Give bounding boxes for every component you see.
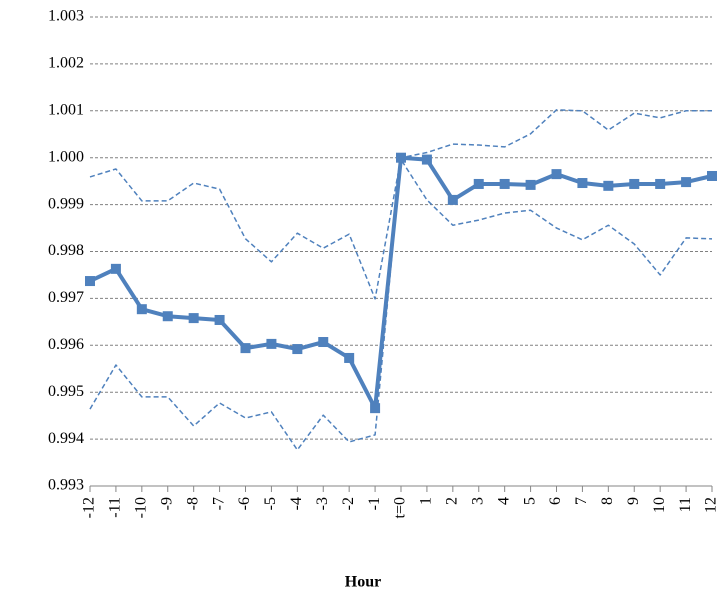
point-marker [370, 403, 381, 414]
point-marker [421, 154, 432, 165]
y-tick-label: 1.003 [48, 8, 84, 25]
x-tick-label: 8 [599, 497, 616, 505]
x-tick-label: 2 [444, 497, 461, 505]
y-tick-label: 0.995 [48, 383, 84, 400]
point-marker [681, 177, 692, 188]
point-marker [396, 152, 406, 163]
x-tick-label: 12 [703, 497, 720, 513]
point-marker [136, 304, 147, 315]
point-marker [292, 344, 303, 355]
x-tick-label: 4 [495, 497, 512, 505]
x-tick-label: 3 [469, 497, 486, 505]
series-line [89, 155, 713, 411]
y-tick-label: 0.998 [48, 242, 84, 259]
x-tick-label: 1 [418, 497, 435, 505]
y-tick-label: 0.999 [48, 195, 84, 212]
point-marker [85, 276, 95, 287]
x-tick-label: -7 [210, 497, 227, 510]
x-tick-label: -4 [288, 497, 305, 510]
x-tick-label: -9 [158, 497, 175, 510]
point-marker [499, 178, 510, 189]
point-marker [707, 170, 717, 181]
y-tick-label: 0.996 [48, 336, 84, 353]
point-marker [655, 178, 666, 189]
x-tick-label: -12 [81, 497, 98, 518]
x-axis-title: Hour [345, 574, 381, 591]
point-marker [603, 180, 614, 191]
point-marker [266, 338, 277, 349]
y-tick-label: 1.001 [48, 101, 84, 118]
y-tick-label: 0.994 [48, 430, 84, 447]
point-marker [188, 313, 199, 324]
x-tick-label: -1 [366, 497, 383, 510]
x-tick-label: -11 [107, 497, 124, 518]
point-marker [551, 169, 562, 180]
x-tick-label: 9 [625, 497, 642, 505]
x-tick-label: -10 [133, 497, 150, 518]
point-marker [473, 178, 484, 189]
y-tick-label: 0.997 [48, 289, 84, 306]
x-tick-label: -5 [262, 497, 279, 510]
x-tick-label: -3 [314, 497, 331, 510]
band-line [89, 158, 713, 451]
point-marker [629, 178, 640, 189]
x-tick-label: 11 [677, 497, 694, 512]
y-tick-label: 1.000 [48, 148, 84, 165]
y-tick-label: 0.993 [48, 477, 84, 494]
x-tick-label: 7 [573, 497, 590, 505]
x-tick-label: -6 [236, 497, 253, 510]
x-tick-label: 5 [521, 497, 538, 505]
point-marker [525, 179, 536, 190]
point-marker [162, 311, 173, 322]
y-tick-label: 1.002 [48, 55, 84, 72]
point-marker [577, 178, 588, 189]
point-marker [318, 337, 329, 348]
x-tick-label: -2 [340, 497, 357, 510]
x-tick-label: -8 [184, 497, 201, 510]
point-marker [344, 352, 355, 363]
point-marker [214, 314, 225, 325]
x-tick-label: 6 [547, 497, 564, 505]
point-marker [447, 194, 458, 205]
x-tick-label: 10 [651, 497, 668, 513]
point-marker [240, 343, 251, 354]
x-tick-label: t=0 [392, 497, 409, 518]
point-marker [110, 263, 121, 274]
